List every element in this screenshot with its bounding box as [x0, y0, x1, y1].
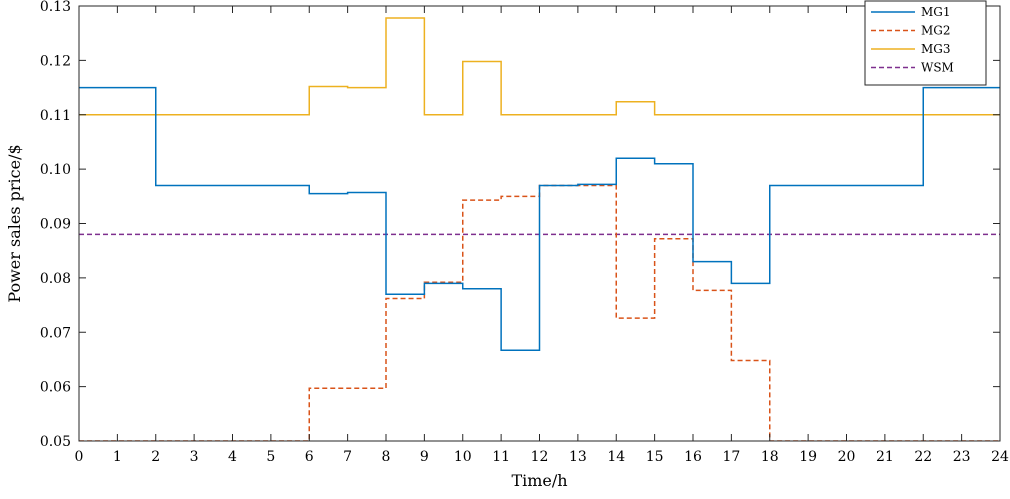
y-tick-label: 0.09 — [40, 217, 71, 233]
x-tick-label: 5 — [266, 449, 275, 465]
y-tick-label: 0.13 — [40, 0, 71, 15]
y-tick-label: 0.12 — [40, 53, 71, 69]
legend-label-wsm: WSM — [921, 61, 954, 75]
x-tick-label: 21 — [876, 449, 894, 465]
series-layer — [79, 17, 1000, 441]
series-line-mg1 — [79, 86, 1000, 351]
x-tick-label: 19 — [799, 449, 817, 465]
y-axis: 0.05 0.06 0.07 0.08 0.09 0.10 0.11 0.12 0.13 — [40, 0, 1000, 450]
x-tick-label: 7 — [343, 449, 352, 465]
x-tick-label: 10 — [454, 449, 472, 465]
x-tick-label: 20 — [838, 449, 856, 465]
series-line-mg3 — [79, 17, 1000, 116]
y-tick-label: 0.10 — [40, 162, 71, 178]
x-tick-label: 1 — [113, 449, 122, 465]
y-tick-label: 0.06 — [40, 380, 71, 396]
y-tick-label: 0.07 — [40, 325, 71, 341]
x-axis-label: Time/h — [511, 471, 567, 490]
x-tick-label: 13 — [569, 449, 587, 465]
y-axis-label: Power sales price/$ — [5, 144, 24, 302]
x-tick-label: 24 — [991, 449, 1009, 465]
legend-label-mg1: MG1 — [921, 5, 951, 19]
y-tick-label: 0.11 — [40, 108, 71, 124]
x-tick-label: 17 — [722, 449, 740, 465]
legend: MG1 MG2 MG3 WSM — [864, 0, 987, 86]
x-tick-label: 2 — [151, 449, 160, 465]
legend-label-mg3: MG3 — [921, 42, 951, 56]
x-tick-label: 14 — [607, 449, 625, 465]
x-tick-label: 8 — [382, 449, 391, 465]
x-tick-label: 22 — [914, 449, 932, 465]
x-tick-label: 16 — [684, 449, 702, 465]
x-tick-label: 4 — [228, 449, 237, 465]
x-tick-label: 11 — [492, 449, 510, 465]
legend-label-mg2: MG2 — [921, 24, 951, 38]
y-tick-label: 0.08 — [40, 271, 71, 287]
x-tick-label: 23 — [953, 449, 971, 465]
legend-box — [864, 0, 987, 86]
x-tick-label: 9 — [420, 449, 429, 465]
x-axis: 0 1 2 3 4 5 6 7 8 9 10 11 12 13 14 15 16 17 18 19 20 21 22 23 24 — [75, 6, 1009, 465]
x-tick-label: 15 — [646, 449, 664, 465]
x-tick-label: 18 — [761, 449, 779, 465]
x-tick-label: 12 — [531, 449, 549, 465]
x-tick-label: 3 — [190, 449, 199, 465]
x-tick-label: 0 — [75, 449, 84, 465]
x-tick-label: 6 — [305, 449, 314, 465]
y-tick-label: 0.05 — [40, 434, 71, 450]
